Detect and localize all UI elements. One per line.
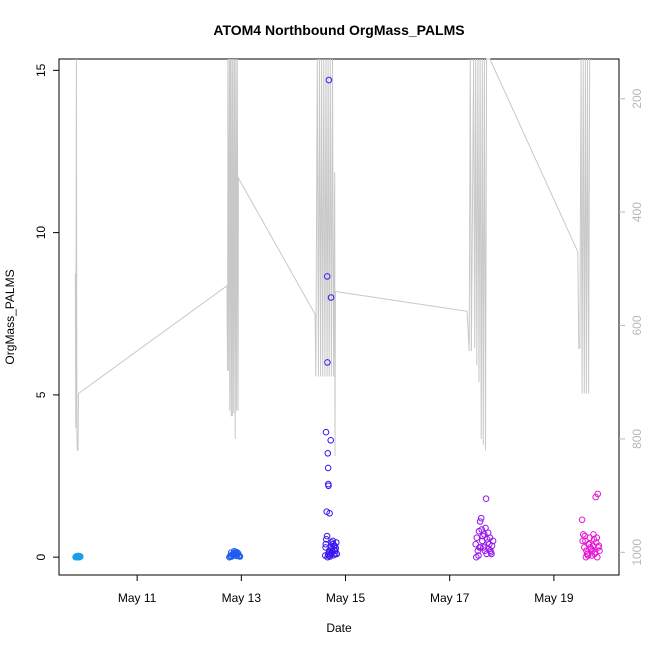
data-point xyxy=(236,553,244,560)
data-point xyxy=(482,524,489,532)
data-point xyxy=(325,482,332,490)
data-point xyxy=(582,553,590,561)
data-point xyxy=(332,547,339,555)
data-point xyxy=(327,437,335,444)
data-point xyxy=(486,540,493,548)
y2-tick-label: 1000 xyxy=(630,539,644,566)
y-tick-label: 10 xyxy=(34,226,48,240)
x-axis-label: Date xyxy=(326,621,352,635)
data-point xyxy=(323,508,331,516)
data-point xyxy=(488,550,495,558)
data-point xyxy=(476,544,483,551)
y2-tick-label: 800 xyxy=(630,429,644,449)
data-point xyxy=(579,537,586,545)
data-point xyxy=(326,553,334,560)
x-axis: May 11 May 13 May 15 May 17 May 19 xyxy=(118,574,574,605)
data-point xyxy=(586,544,594,551)
data-point xyxy=(583,550,591,558)
y2-tick-label: 600 xyxy=(630,315,644,335)
pressure-profile-line xyxy=(74,58,591,456)
y2-tick-label: 400 xyxy=(630,202,644,222)
data-point xyxy=(596,547,603,555)
data-point xyxy=(77,553,84,560)
data-points xyxy=(72,76,603,561)
data-point xyxy=(233,548,240,556)
x-tick-label: May 19 xyxy=(534,591,574,605)
data-point xyxy=(479,532,487,540)
x-tick-label: May 17 xyxy=(430,591,470,605)
data-point xyxy=(489,537,497,545)
data-point xyxy=(234,549,241,557)
x-tick-label: May 15 xyxy=(326,591,366,605)
data-point xyxy=(324,464,332,472)
data-point xyxy=(593,534,601,542)
y2-tick-label: 200 xyxy=(630,88,644,108)
data-point xyxy=(323,532,331,540)
pressure-line-path xyxy=(74,58,591,456)
y-tick-label: 5 xyxy=(34,391,48,398)
y-axis-right: 200 400 600 800 1000 xyxy=(619,88,644,566)
data-point xyxy=(324,450,332,457)
y-axis-left: 0 5 10 15 xyxy=(34,63,59,560)
data-point xyxy=(322,428,330,436)
y-tick-label: 0 xyxy=(34,553,48,560)
y-tick-label: 15 xyxy=(34,63,48,77)
data-point xyxy=(323,273,331,280)
data-point xyxy=(322,540,330,548)
data-point xyxy=(594,490,602,498)
data-point xyxy=(481,531,488,538)
data-point xyxy=(325,76,333,84)
data-point xyxy=(329,537,337,545)
data-point xyxy=(591,550,598,558)
data-point xyxy=(588,545,595,553)
data-point xyxy=(482,495,490,503)
data-point xyxy=(473,534,481,542)
data-point xyxy=(323,536,330,543)
data-point xyxy=(327,294,335,301)
data-point xyxy=(478,526,486,533)
data-point xyxy=(484,529,492,537)
data-point xyxy=(473,553,480,561)
data-point xyxy=(579,531,587,538)
x-tick-label: May 13 xyxy=(222,591,262,605)
plot-frame xyxy=(58,58,620,576)
data-point xyxy=(328,539,336,546)
data-point xyxy=(476,518,484,525)
data-point xyxy=(477,514,485,522)
chart-title: ATOM4 Northbound OrgMass_PALMS xyxy=(213,22,464,38)
data-point xyxy=(595,542,603,550)
data-point xyxy=(333,550,341,558)
y-axis-label: OrgMass_PALMS xyxy=(3,269,17,364)
data-point xyxy=(590,531,597,538)
data-point xyxy=(487,547,494,555)
data-point xyxy=(322,544,329,551)
x-tick-label: May 11 xyxy=(118,591,157,605)
data-point xyxy=(472,540,480,548)
data-point xyxy=(324,359,331,366)
data-point xyxy=(578,516,586,524)
